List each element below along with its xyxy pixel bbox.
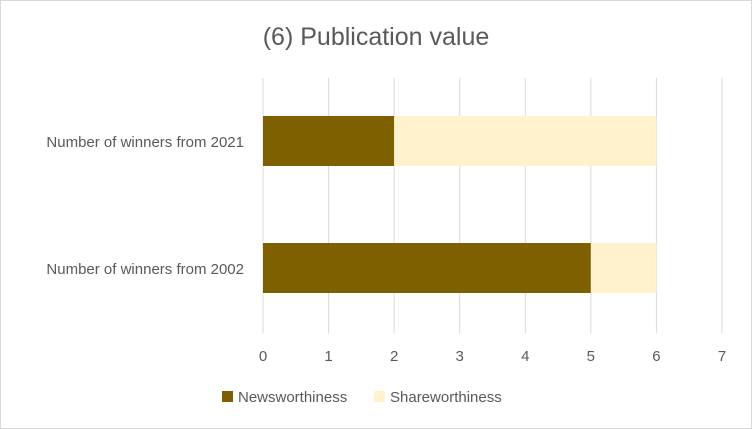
x-tick-label: 6: [652, 348, 660, 365]
x-tick-label: 0: [259, 348, 267, 365]
category-label: Number of winners from 2021: [46, 134, 244, 151]
x-axis-tick-labels: 0 1 2 3 4 5 6 7: [259, 348, 726, 365]
category-labels: Number of winners from 2021 Number of wi…: [46, 134, 244, 278]
x-tick-label: 2: [390, 348, 398, 365]
legend-swatch-newsworthiness: [222, 391, 233, 402]
bar-shareworthiness: [394, 116, 657, 166]
legend-swatch-shareworthiness: [374, 391, 385, 402]
bar-newsworthiness: [263, 243, 591, 293]
bar-newsworthiness: [263, 116, 395, 166]
legend: Newsworthiness Shareworthiness: [222, 389, 502, 406]
bar-shareworthiness: [590, 243, 657, 293]
x-tick-label: 5: [587, 348, 595, 365]
x-tick-label: 7: [718, 348, 726, 365]
category-label: Number of winners from 2002: [46, 261, 244, 278]
legend-label-newsworthiness: Newsworthiness: [238, 389, 347, 406]
bars: [263, 116, 657, 293]
chart-title: (6) Publication value: [263, 23, 490, 51]
x-tick-label: 3: [456, 348, 464, 365]
legend-label-shareworthiness: Shareworthiness: [390, 389, 502, 406]
x-tick-label: 1: [324, 348, 332, 365]
x-tick-label: 4: [521, 348, 529, 365]
